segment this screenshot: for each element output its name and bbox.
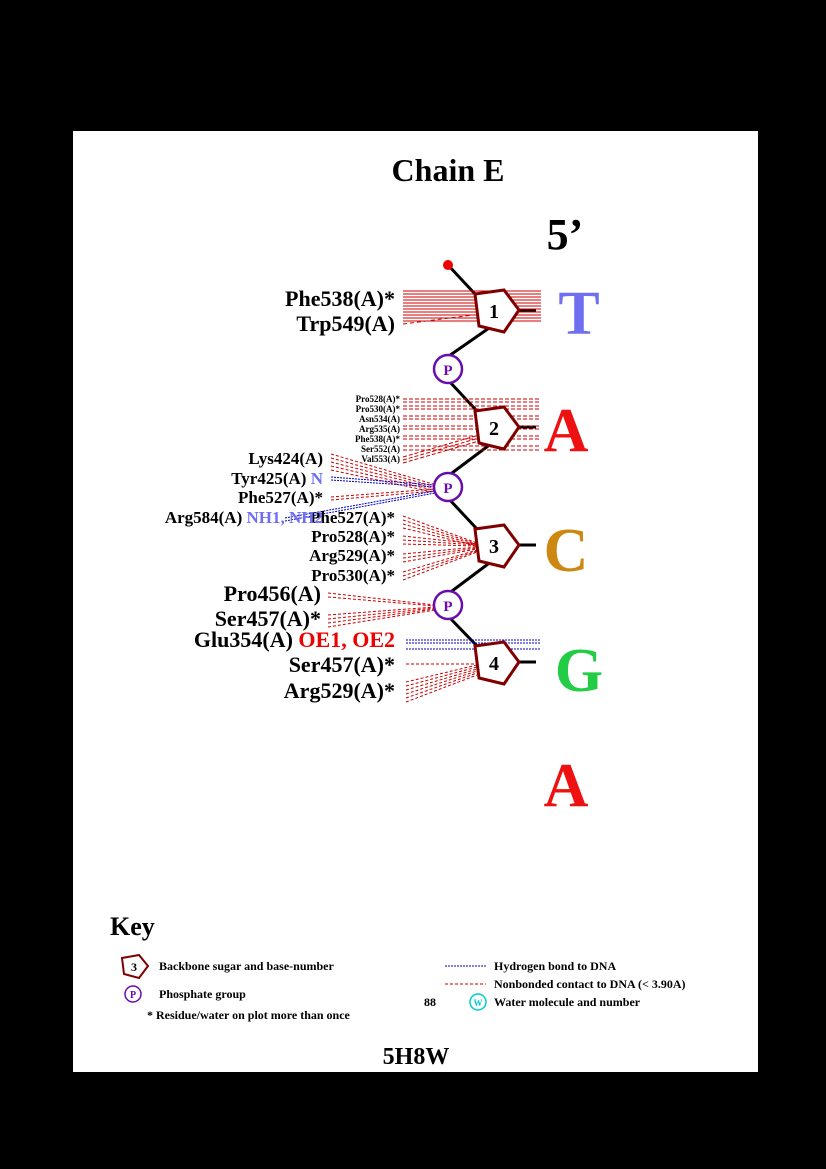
contacts-phosphate-2 <box>284 453 436 522</box>
residue-label: Phe527(A)* <box>310 508 395 527</box>
residue-label: Ser457(A)* <box>215 606 321 631</box>
dna-contact-diagram: Chain E 5’ <box>110 152 686 1070</box>
key-title: Key <box>110 912 155 941</box>
contacts-nucleotide-3 <box>402 515 478 581</box>
residue-label: Arg529(A)* <box>284 678 395 703</box>
terminal-oxygen-dot <box>443 260 453 270</box>
residue-label: Glu354(A) OE1, OE2 <box>194 627 395 652</box>
phosphate-label: P <box>443 599 452 615</box>
key-legend: Key 3 Backbone sugar and base-number P P… <box>110 912 686 1022</box>
chain-title: Chain E <box>392 152 505 188</box>
sugar-number-1: 1 <box>489 301 499 323</box>
key-sugar-desc: Backbone sugar and base-number <box>159 959 334 973</box>
phosphate-3: P <box>432 589 464 621</box>
residue-label: Phe538(A)* <box>285 286 395 311</box>
sugar-key-icon <box>120 953 150 980</box>
phosphate-label: P <box>443 481 452 497</box>
phosphate-label: P <box>443 363 452 379</box>
pdb-id: 5H8W <box>383 1044 450 1070</box>
residue-label: Ser457(A)* <box>289 652 395 677</box>
phosphate-key-icon <box>124 985 142 1003</box>
key-water-desc: Water molecule and number <box>494 995 641 1009</box>
contacts-nucleotide-2 <box>402 398 541 464</box>
residue-label: Tyr425(A) N <box>231 469 323 488</box>
sugar-3: 3 <box>473 523 521 569</box>
residue-label-small: Ser552(A) <box>361 444 400 454</box>
residue-label: Pro528(A)* <box>311 527 395 546</box>
residue-label-small: Pro528(A)* <box>356 394 401 404</box>
contacts-phosphate-3 <box>327 592 436 628</box>
sugar-1: 1 <box>473 288 521 334</box>
diagram-panel: Chain E 5’ <box>73 131 758 1072</box>
residue-atoms: NH1, NH2 <box>247 508 324 527</box>
base-4: G <box>555 637 603 705</box>
key-phosphate-desc: Phosphate group <box>159 987 246 1001</box>
sugar-2: 2 <box>473 405 521 451</box>
residue-label: Phe527(A)* <box>238 488 323 507</box>
residue-label: Arg584(A) NH1, NH2 <box>165 508 323 527</box>
key-phosphate-symbol: P <box>130 990 136 1001</box>
sugar-4: 4 <box>473 640 521 686</box>
key-nonbond-desc: Nonbonded contact to DNA (< 3.90A) <box>494 977 686 991</box>
key-sugar-number: 3 <box>131 960 137 974</box>
residue-label-small: Phe538(A)* <box>355 434 400 444</box>
sugar-number-2: 2 <box>489 418 499 440</box>
residue-label-small: Pro530(A)* <box>356 404 401 414</box>
residue-label: Pro456(A) <box>224 581 321 606</box>
sugar-number-4: 4 <box>489 653 499 675</box>
key-water-symbol: W <box>474 998 483 1008</box>
base-3: C <box>544 517 589 585</box>
residue-atoms: OE1, OE2 <box>298 627 395 652</box>
base-1: T <box>558 280 599 348</box>
residue-label-small: Val553(A) <box>361 454 400 464</box>
phosphate-2: P <box>432 471 464 503</box>
residue-atoms: N <box>311 469 324 488</box>
five-prime-label: 5’ <box>547 210 584 259</box>
key-star-note: * Residue/water on plot more than once <box>147 1008 351 1022</box>
residue-label: Trp549(A) <box>296 311 395 336</box>
key-hbond-desc: Hydrogen bond to DNA <box>494 959 616 973</box>
residue-label: Lys424(A) <box>248 449 323 468</box>
residue-label-small: Asn534(A) <box>359 414 400 424</box>
base-5: A <box>544 752 589 820</box>
residue-label: Arg529(A)* <box>309 546 395 565</box>
phosphate-1: P <box>432 353 464 385</box>
water-key-icon <box>469 993 487 1011</box>
key-water-number: 88 <box>424 995 436 1009</box>
contacts-nucleotide-1 <box>402 290 541 325</box>
residue-label-small: Arg535(A) <box>359 424 400 434</box>
residue-label: Pro530(A)* <box>311 566 395 585</box>
base-2: A <box>544 397 589 465</box>
sugar-number-3: 3 <box>489 536 499 558</box>
contacts-nucleotide-4 <box>405 639 541 703</box>
